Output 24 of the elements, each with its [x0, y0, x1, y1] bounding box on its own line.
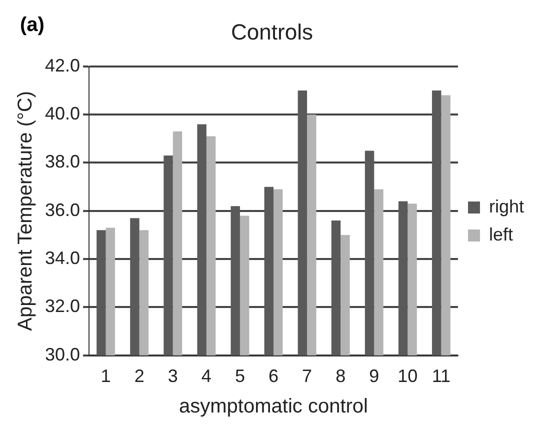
y-tick-label: 32.0 — [44, 296, 80, 316]
x-tick-label: 5 — [234, 366, 245, 386]
x-tick-label: 11 — [432, 366, 451, 386]
y-tick-label: 40.0 — [44, 104, 80, 124]
y-tick-label: 42.0 — [44, 55, 80, 76]
y-tick-label: 38.0 — [44, 152, 80, 172]
y-tick-label: 34.0 — [44, 248, 80, 268]
x-axis-title: asymptomatic control — [179, 396, 368, 418]
x-tick-label: 3 — [168, 366, 178, 386]
x-tick-label: 2 — [134, 366, 144, 386]
x-tick-label: 1 — [100, 366, 111, 386]
y-tick-label: 30.0 — [44, 344, 80, 364]
x-tick-label: 4 — [201, 366, 212, 386]
x-tick-label: 8 — [336, 366, 346, 386]
y-tick-label: 36.0 — [44, 200, 80, 220]
x-tick-label: 7 — [302, 366, 312, 386]
x-tick-label: 10 — [398, 366, 418, 386]
legend-label: left — [488, 224, 513, 244]
x-tick-label: 6 — [268, 366, 279, 386]
x-tick-label: 9 — [369, 366, 380, 386]
text: (a) — [20, 14, 44, 37]
y-axis-title: Apparent Temperature (°C) — [14, 90, 37, 331]
chart-title: Controls — [231, 19, 313, 44]
legend-label: right — [488, 196, 524, 216]
